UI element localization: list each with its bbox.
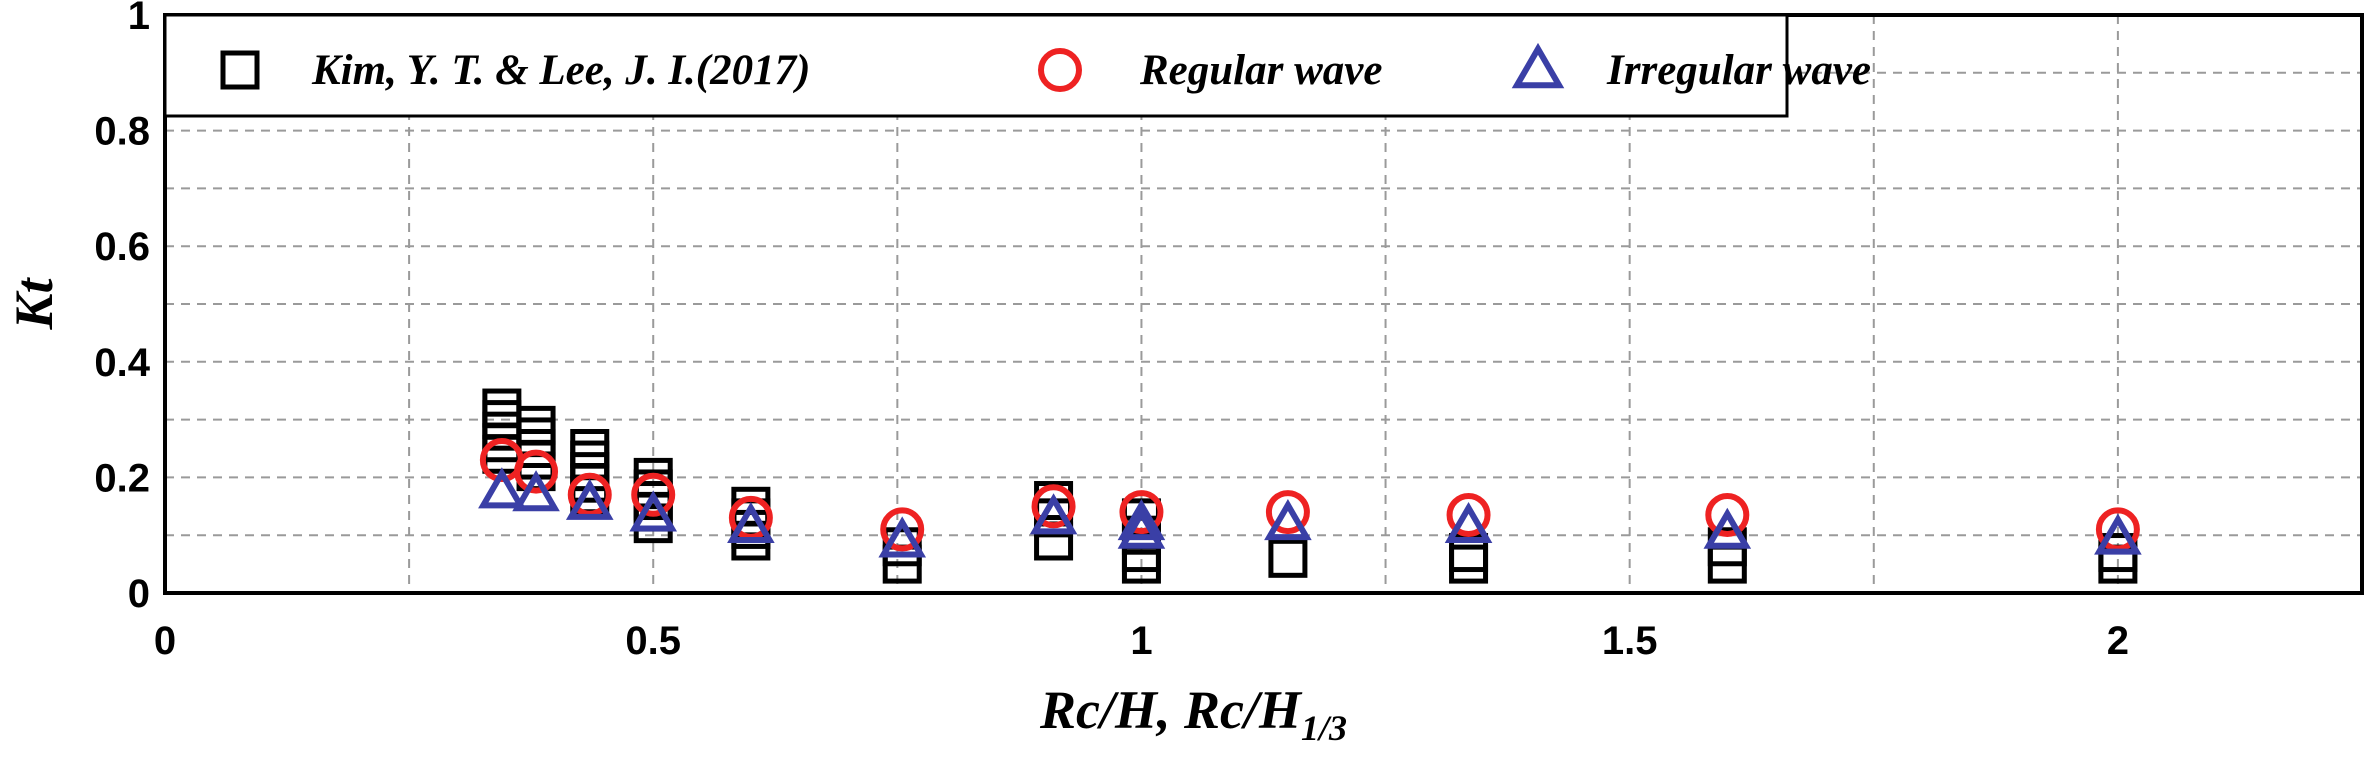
y-tick-label: 0.2 bbox=[94, 456, 150, 500]
y-tick-label: 1 bbox=[128, 0, 150, 38]
square-marker bbox=[570, 429, 610, 468]
circle-marker bbox=[1119, 490, 1164, 535]
circle-marker bbox=[1265, 490, 1310, 535]
y-tick-label: 0.4 bbox=[94, 341, 150, 385]
triangle-marker bbox=[478, 467, 526, 509]
circle-marker bbox=[880, 507, 925, 552]
y-axis-title: Kt bbox=[4, 276, 64, 330]
triangle-marker bbox=[629, 490, 678, 532]
square-marker bbox=[516, 405, 556, 445]
legend-triangle-icon bbox=[1511, 42, 1565, 89]
square-marker bbox=[1449, 544, 1489, 584]
y-tick-label: 0 bbox=[128, 572, 150, 616]
legend-label: Regular wave bbox=[1139, 47, 1382, 94]
x-axis-title: Rc/H, Rc/H1/3 bbox=[1039, 680, 1347, 748]
triangle-marker bbox=[1029, 493, 1078, 535]
circle-marker bbox=[1446, 492, 1491, 537]
x-axis-title-main: Rc/H, Rc/H bbox=[1039, 680, 1303, 740]
circle-marker bbox=[1705, 492, 1750, 537]
legend: Kim, Y. T. & Lee, J. I.(2017) Regular wav… bbox=[163, 13, 1871, 118]
legend-circle-icon bbox=[1038, 48, 1082, 92]
legend-square-icon bbox=[220, 50, 260, 90]
triangle-marker bbox=[2094, 513, 2142, 555]
circle-marker bbox=[514, 449, 559, 494]
legend-label: Kim, Y. T. & Lee, J. I.(2017) bbox=[311, 47, 810, 94]
legend-box bbox=[163, 13, 1789, 118]
tick-labels: 0 0.5 1 1.5 2 0 0.2 0.4 0.6 0.8 1 bbox=[94, 0, 2129, 663]
y-tick-label: 0.8 bbox=[94, 110, 150, 154]
triangle-marker bbox=[1264, 499, 1312, 541]
x-tick-label: 0 bbox=[154, 619, 176, 663]
square-marker bbox=[516, 417, 556, 457]
circle-marker bbox=[728, 495, 773, 540]
series-circle-group bbox=[479, 438, 2140, 552]
triangle-marker bbox=[565, 478, 614, 520]
triangle-marker bbox=[1117, 499, 1166, 541]
x-tick-label: 1 bbox=[1130, 619, 1152, 663]
circle-marker bbox=[631, 472, 676, 517]
x-tick-label: 0.5 bbox=[625, 619, 681, 663]
circle-marker bbox=[1031, 484, 1076, 529]
y-tick-label: 0.6 bbox=[94, 225, 150, 269]
square-marker bbox=[570, 440, 610, 480]
square-marker bbox=[1268, 538, 1308, 578]
data-marks bbox=[478, 388, 2142, 584]
triangle-marker bbox=[727, 501, 775, 544]
triangle-marker bbox=[1444, 501, 1493, 544]
triangle-marker bbox=[1703, 507, 1752, 549]
x-axis-title-subscript: 1/3 bbox=[1301, 708, 1347, 748]
x-tick-label: 1.5 bbox=[1602, 619, 1658, 663]
circle-marker bbox=[2095, 507, 2140, 552]
x-tick-label: 2 bbox=[2107, 619, 2129, 663]
circle-marker bbox=[567, 472, 612, 517]
triangle-marker bbox=[1117, 507, 1166, 549]
triangle-marker bbox=[512, 470, 560, 512]
triangle-marker bbox=[878, 516, 927, 558]
series-triangle-group bbox=[478, 467, 2142, 558]
legend-label: Irregular wave bbox=[1606, 47, 1871, 94]
